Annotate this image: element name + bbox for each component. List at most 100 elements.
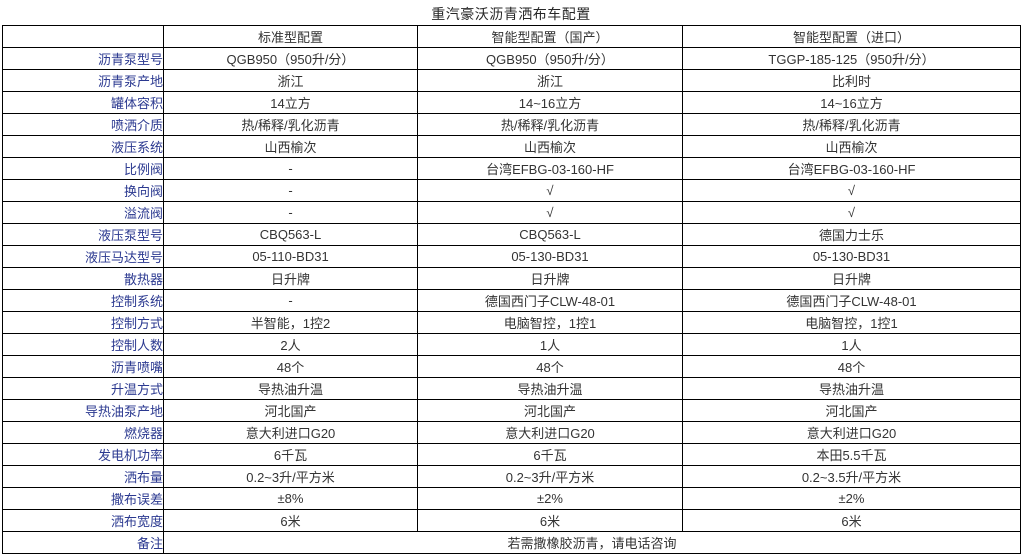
row-value: 热/稀释/乳化沥青: [417, 113, 683, 136]
table-row: 撒布误差 ±8% ±2% ±2%: [2, 487, 1021, 510]
row-value: 德国西门子CLW-48-01: [682, 289, 1021, 312]
row-value: ±8%: [163, 487, 418, 510]
row-value: TGGP-185-125（950升/分）: [682, 47, 1021, 70]
row-value: 48个: [163, 355, 418, 378]
row-value: -: [163, 179, 418, 202]
row-label: 洒布宽度: [2, 509, 164, 532]
row-value: 6米: [163, 509, 418, 532]
row-label: 溢流阀: [2, 201, 164, 224]
row-value: √: [682, 201, 1021, 224]
table-row: 沥青泵产地 浙江 浙江 比利时: [2, 69, 1021, 92]
row-value: 日升牌: [682, 267, 1021, 290]
table-header-row: 标准型配置 智能型配置（国产） 智能型配置（进口）: [2, 25, 1021, 48]
column-header-standard: 标准型配置: [163, 25, 418, 48]
row-value: 05-130-BD31: [417, 245, 683, 268]
row-value: 浙江: [417, 69, 683, 92]
table-row: 控制人数 2人 1人 1人: [2, 333, 1021, 356]
table-row: 罐体容积 14立方 14~16立方 14~16立方: [2, 91, 1021, 114]
row-value: 0.2~3升/平方米: [417, 465, 683, 488]
row-value: 日升牌: [163, 267, 418, 290]
row-value: QGB950（950升/分）: [417, 47, 683, 70]
row-value: 48个: [417, 355, 683, 378]
table-row: 液压系统 山西榆次 山西榆次 山西榆次: [2, 135, 1021, 158]
footer-note-cell: 若需撒橡胶沥青，请电话咨询: [163, 531, 1021, 554]
row-value: 05-110-BD31: [163, 245, 418, 268]
table-row: 喷洒介质 热/稀释/乳化沥青 热/稀释/乳化沥青 热/稀释/乳化沥青: [2, 113, 1021, 136]
row-value: 电脑智控，1控1: [417, 311, 683, 334]
table-row: 洒布量 0.2~3升/平方米 0.2~3升/平方米 0.2~3.5升/平方米: [2, 465, 1021, 488]
row-value: 意大利进口G20: [417, 421, 683, 444]
row-label: 沥青泵产地: [2, 69, 164, 92]
row-value: 电脑智控，1控1: [682, 311, 1021, 334]
row-value: 德国力士乐: [682, 223, 1021, 246]
row-value: 热/稀释/乳化沥青: [682, 113, 1021, 136]
row-label: 液压马达型号: [2, 245, 164, 268]
table-row: 液压马达型号 05-110-BD31 05-130-BD31 05-130-BD31: [2, 245, 1021, 268]
row-value: 热/稀释/乳化沥青: [163, 113, 418, 136]
row-label: 散热器: [2, 267, 164, 290]
row-value: √: [417, 179, 683, 202]
row-value: 6千瓦: [163, 443, 418, 466]
row-value: 本田5.5千瓦: [682, 443, 1021, 466]
row-value: 山西榆次: [163, 135, 418, 158]
row-label: 喷洒介质: [2, 113, 164, 136]
row-value: √: [417, 201, 683, 224]
row-value: ±2%: [682, 487, 1021, 510]
row-value: 14立方: [163, 91, 418, 114]
row-value: ±2%: [417, 487, 683, 510]
table-row: 沥青喷嘴 48个 48个 48个: [2, 355, 1021, 378]
row-label: 罐体容积: [2, 91, 164, 114]
row-value: 浙江: [163, 69, 418, 92]
spec-table: 标准型配置 智能型配置（国产） 智能型配置（进口） 沥青泵型号 QGB950（95…: [2, 25, 1021, 554]
table-row: 导热油泵产地 河北国产 河北国产 河北国产: [2, 399, 1021, 422]
row-label: 燃烧器: [2, 421, 164, 444]
row-value: 山西榆次: [682, 135, 1021, 158]
row-value: 山西榆次: [417, 135, 683, 158]
row-value: CBQ563-L: [163, 223, 418, 246]
row-value: 0.2~3.5升/平方米: [682, 465, 1021, 488]
row-value: 6米: [417, 509, 683, 532]
row-value: -: [163, 289, 418, 312]
row-label: 升温方式: [2, 377, 164, 400]
row-value: 德国西门子CLW-48-01: [417, 289, 683, 312]
table-row: 沥青泵型号 QGB950（950升/分） QGB950（950升/分） TGGP-18…: [2, 47, 1021, 70]
row-label: 撒布误差: [2, 487, 164, 510]
row-value: 14~16立方: [417, 91, 683, 114]
table-row: 比例阀 - 台湾EFBG-03-160-HF 台湾EFBG-03-160-HF: [2, 157, 1021, 180]
row-value: 台湾EFBG-03-160-HF: [417, 157, 683, 180]
footer-label-cell: 备注: [2, 531, 164, 554]
row-value: 河北国产: [163, 399, 418, 422]
row-value: 05-130-BD31: [682, 245, 1021, 268]
row-label: 控制方式: [2, 311, 164, 334]
row-label: 液压系统: [2, 135, 164, 158]
table-row: 控制系统 - 德国西门子CLW-48-01 德国西门子CLW-48-01: [2, 289, 1021, 312]
row-label: 导热油泵产地: [2, 399, 164, 422]
row-value: 意大利进口G20: [163, 421, 418, 444]
row-value: QGB950（950升/分）: [163, 47, 418, 70]
row-label: 换向阀: [2, 179, 164, 202]
table-row: 溢流阀 - √ √: [2, 201, 1021, 224]
row-value: 日升牌: [417, 267, 683, 290]
row-value: √: [682, 179, 1021, 202]
table-row: 换向阀 - √ √: [2, 179, 1021, 202]
row-value: 比利时: [682, 69, 1021, 92]
row-label: 洒布量: [2, 465, 164, 488]
row-value: 河北国产: [682, 399, 1021, 422]
row-value: 6米: [682, 509, 1021, 532]
table-row: 控制方式 半智能，1控2 电脑智控，1控1 电脑智控，1控1: [2, 311, 1021, 334]
row-label: 液压泵型号: [2, 223, 164, 246]
row-value: CBQ563-L: [417, 223, 683, 246]
row-label: 控制系统: [2, 289, 164, 312]
row-value: 0.2~3升/平方米: [163, 465, 418, 488]
row-value: 意大利进口G20: [682, 421, 1021, 444]
header-label-cell: [2, 25, 164, 48]
row-value: 1人: [682, 333, 1021, 356]
table-row: 液压泵型号 CBQ563-L CBQ563-L 德国力士乐: [2, 223, 1021, 246]
row-value: 导热油升温: [417, 377, 683, 400]
table-row: 洒布宽度 6米 6米 6米: [2, 509, 1021, 532]
table-row: 散热器 日升牌 日升牌 日升牌: [2, 267, 1021, 290]
table-row: 发电机功率 6千瓦 6千瓦 本田5.5千瓦: [2, 443, 1021, 466]
row-value: 48个: [682, 355, 1021, 378]
row-value: -: [163, 157, 418, 180]
